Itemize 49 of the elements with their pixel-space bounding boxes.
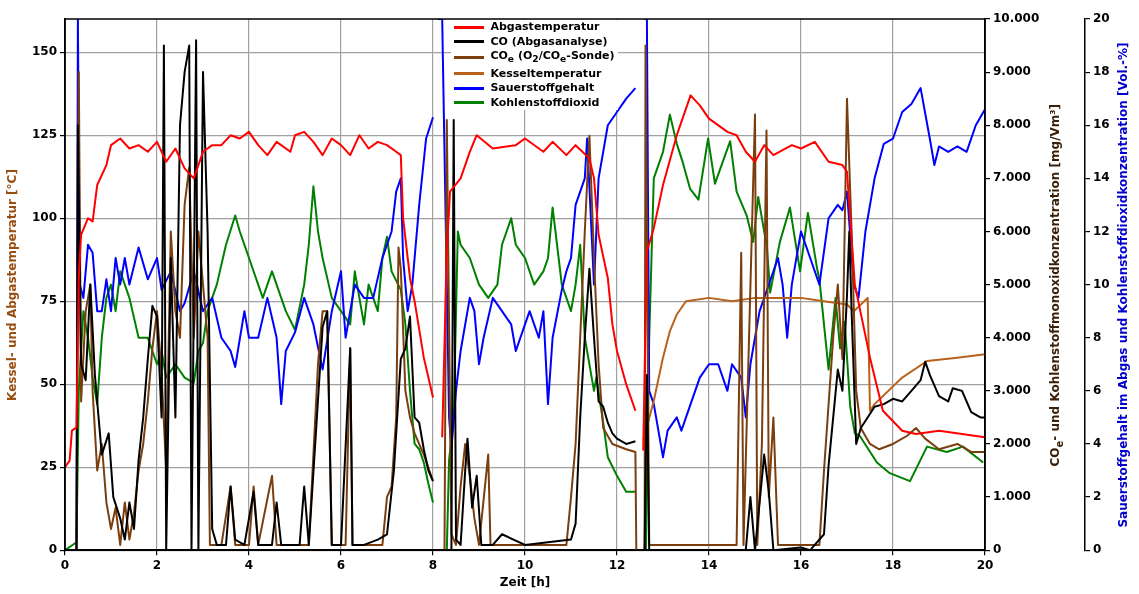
- y-tick-label: 25: [40, 459, 57, 474]
- y3-tick-label: 3.000: [993, 382, 1031, 397]
- y-tick-label: 50: [40, 376, 57, 391]
- x-tick-label: 0: [60, 557, 70, 572]
- y2-axis-title: Sauerstoffgehalt im Abgas und Kohlenstoffdioxidkonzentration [Vol.-%]: [1115, 41, 1130, 530]
- y2-tick-label: 16: [1093, 117, 1110, 132]
- x-tick-label: 8: [428, 557, 438, 572]
- y2-tick-label: 4: [1093, 436, 1102, 451]
- y2-tick-label: 8: [1093, 329, 1102, 344]
- y3-tick-label: 2.000: [993, 436, 1031, 451]
- y3-tick-label: 9.000: [993, 64, 1031, 79]
- x-tick-label: 12: [608, 557, 626, 572]
- y3-tick-label: 7.000: [993, 170, 1031, 185]
- x-tick-label: 10: [516, 557, 534, 572]
- x-tick-label: 18: [884, 557, 902, 572]
- y-tick-label: 0: [48, 542, 57, 557]
- y2-tick-label: 2: [1093, 489, 1102, 504]
- legend-label: Abgastemperatur: [490, 20, 600, 35]
- y2-tick-label: 12: [1093, 223, 1110, 238]
- y2-tick-label: 6: [1093, 382, 1102, 397]
- y3-tick-label: 4.000: [993, 329, 1031, 344]
- y-tick-label: 100: [31, 210, 57, 225]
- y2-tick-label: 0: [1093, 542, 1102, 557]
- y2-tick-label: 10: [1093, 276, 1110, 291]
- y-tick-label: 125: [31, 127, 57, 142]
- y3-tick-label: 0: [993, 542, 1002, 557]
- y3-tick-label: 8.000: [993, 117, 1031, 132]
- x-tick-label: 4: [244, 557, 254, 572]
- legend-label: CO$_{e}$ (O$_{2}$/CO$_{e}$-Sonde): [490, 49, 615, 67]
- x-tick-label: 14: [700, 557, 718, 572]
- legend-label: Kohlenstoffdioxid: [490, 95, 600, 111]
- x-tick-label: 16: [792, 557, 810, 572]
- legend-label: Kesseltemperatur: [490, 66, 602, 82]
- y3-tick-label: 1.000: [993, 489, 1031, 504]
- y2-tick-label: 14: [1093, 170, 1110, 185]
- legend-label: CO (Abgasanalyse): [490, 34, 608, 49]
- y-tick-label: 75: [40, 293, 57, 308]
- y3-tick-label: 6.000: [993, 223, 1031, 238]
- legend-label: Sauerstoffgehalt: [490, 81, 595, 96]
- y2-tick-label: 18: [1093, 64, 1110, 79]
- y2-tick-label: 20: [1093, 11, 1110, 26]
- x-tick-label: 6: [336, 557, 346, 572]
- x-axis-title: Zeit [h]: [499, 574, 551, 589]
- x-tick-label: 2: [152, 557, 162, 572]
- y3-tick-label: 5.000: [993, 276, 1031, 291]
- x-tick-label: 20: [976, 557, 994, 572]
- y3-tick-label: 10.000: [993, 11, 1040, 26]
- y-tick-label: 150: [31, 44, 57, 59]
- y-axis-title: Kessel- und Abgastemperatur [°C]: [5, 167, 19, 403]
